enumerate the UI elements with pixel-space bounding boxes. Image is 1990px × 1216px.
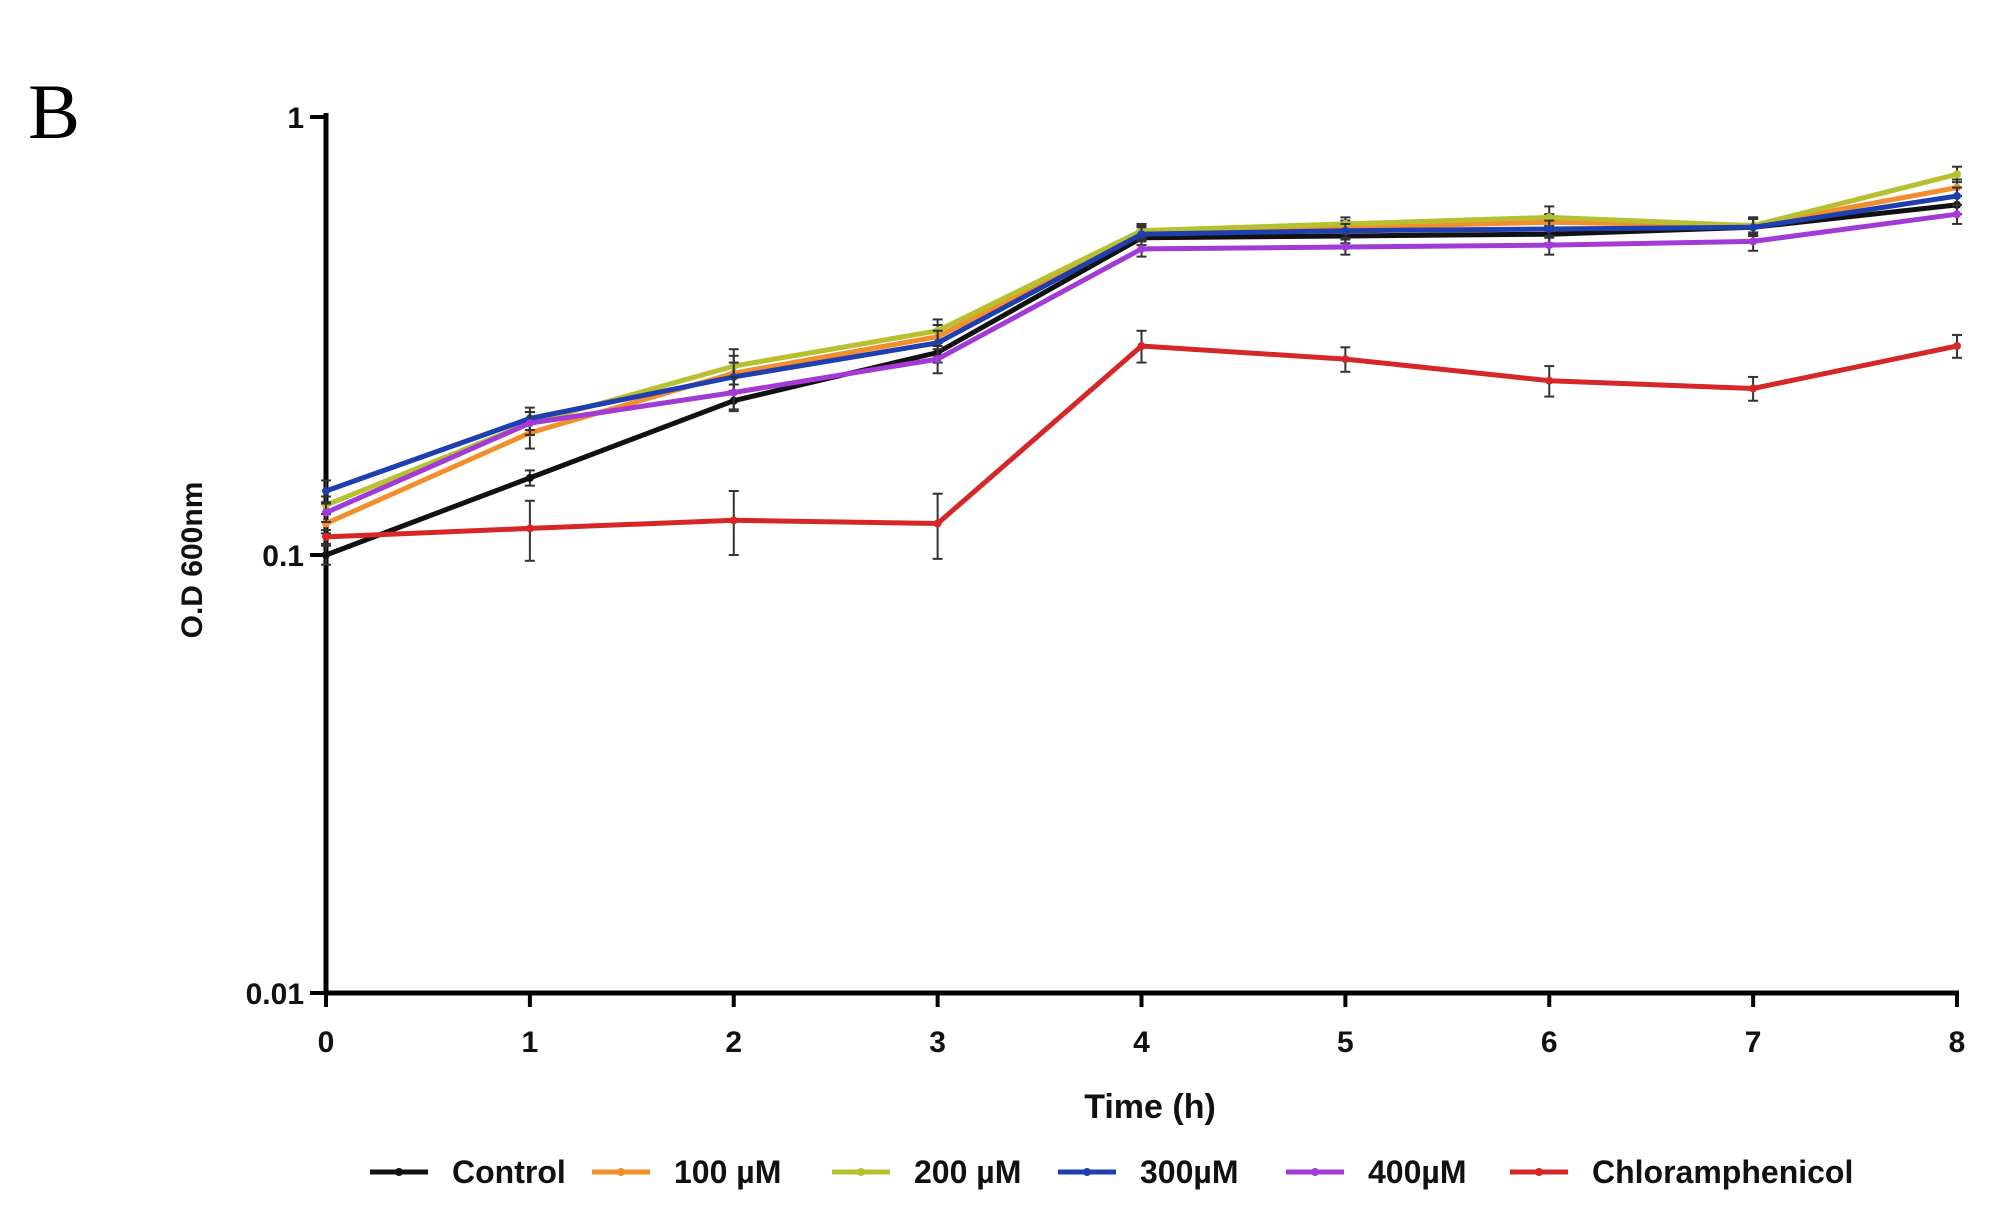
legend-marker (1083, 1168, 1091, 1176)
legend-entry: 300µM (1058, 1154, 1238, 1190)
data-point (1953, 210, 1961, 219)
legend-label: 400µM (1368, 1154, 1466, 1190)
data-point (1137, 244, 1146, 253)
data-point (1137, 230, 1146, 239)
y-tick-label: 0.1 (262, 540, 304, 573)
axes: 0 1 2 3 4 5 6 7 8 0.01 0.1 1 (246, 102, 1966, 1059)
legend-label: 300µM (1140, 1154, 1238, 1190)
data-point (1953, 192, 1961, 201)
data-point (525, 524, 534, 533)
x-tick-label: 0 (318, 1026, 335, 1059)
series-line (325, 343, 1958, 540)
legend-entry: 400µM (1286, 1154, 1466, 1190)
data-point (729, 516, 738, 525)
y-tick-label: 0.01 (246, 978, 304, 1011)
x-tick-label: 2 (725, 1026, 742, 1059)
legend-entry: 100 µM (592, 1154, 781, 1190)
legend: Control 100 µM 200 µM 300µM 400µM Chloramphen… (370, 1154, 1853, 1190)
y-axis-label: O.D 600nm (176, 482, 209, 639)
series-5 (321, 203, 1962, 523)
data-point (322, 551, 330, 559)
data-point (1137, 342, 1146, 351)
legend-entry: Control (370, 1154, 566, 1190)
panel-label: B (28, 68, 80, 155)
data-point (933, 355, 942, 364)
legend-label: Control (452, 1154, 566, 1190)
x-tick-label: 4 (1133, 1026, 1150, 1059)
data-point (525, 473, 534, 482)
legend-label: 200 µM (914, 1154, 1021, 1190)
data-point (1749, 223, 1758, 232)
y-tick-label: 1 (287, 102, 304, 135)
data-point (525, 419, 534, 428)
data-point (729, 388, 738, 397)
legend-label: Chloramphenicol (1592, 1154, 1853, 1190)
data-point (1545, 376, 1554, 385)
legend-marker (617, 1168, 625, 1176)
data-point (1545, 213, 1554, 222)
legend-marker (857, 1168, 865, 1176)
legend-entry: 200 µM (832, 1154, 1021, 1190)
data-point (322, 508, 330, 517)
x-axis-label: Time (h) (1084, 1088, 1216, 1126)
legend-label: 100 µM (674, 1154, 781, 1190)
data-point (1953, 170, 1961, 179)
data-point (1341, 242, 1350, 251)
x-tick-label: 3 (929, 1026, 946, 1059)
series-layer (321, 165, 1962, 566)
data-point (1749, 384, 1758, 393)
legend-entry: Chloramphenicol (1510, 1154, 1853, 1190)
x-tick-label: 7 (1745, 1026, 1762, 1059)
legend-marker (1535, 1168, 1543, 1176)
data-point (1749, 237, 1758, 246)
data-point (1545, 241, 1554, 250)
data-point (1953, 342, 1961, 351)
data-point (1341, 355, 1350, 364)
x-tick-label: 1 (522, 1026, 539, 1059)
data-point (322, 486, 330, 495)
data-point (1341, 226, 1350, 235)
data-point (933, 338, 942, 347)
x-tick-label: 6 (1541, 1026, 1558, 1059)
data-point (1545, 224, 1554, 233)
data-point (322, 532, 330, 541)
data-point (933, 519, 942, 528)
series-6 (321, 329, 1962, 562)
x-tick-label: 8 (1949, 1026, 1966, 1059)
x-tick-label: 5 (1337, 1026, 1354, 1059)
legend-marker (395, 1168, 403, 1176)
legend-marker (1311, 1168, 1319, 1176)
